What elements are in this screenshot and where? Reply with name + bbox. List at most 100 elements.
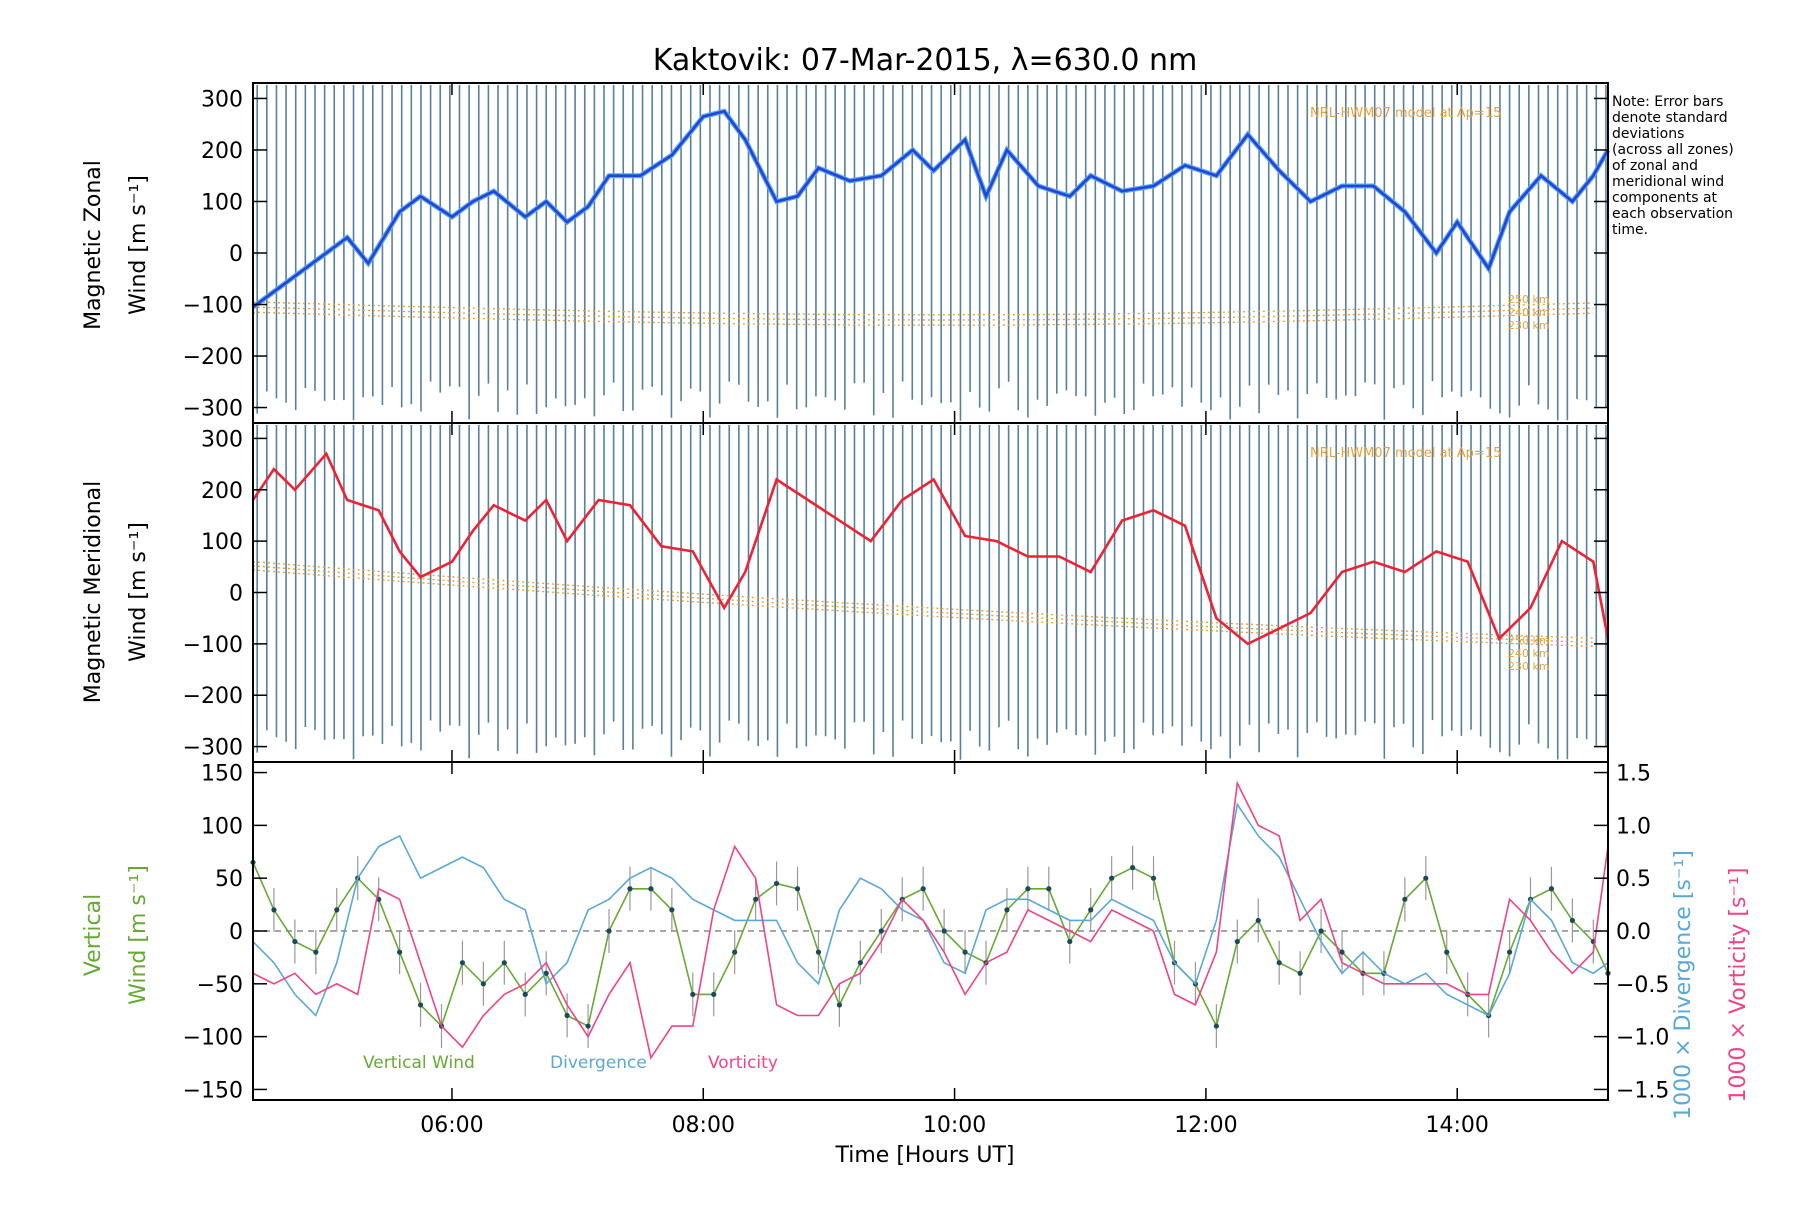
meridional-ylabel-line2: Wind [m s⁻¹]	[126, 522, 151, 662]
legend-divergence: Divergence	[550, 1053, 647, 1073]
y-tick-label: 150	[201, 762, 243, 787]
vertical-wind-point	[1402, 896, 1408, 902]
vertical-ylabel-line1: Vertical	[81, 894, 106, 976]
vertical-wind-point	[627, 886, 633, 892]
svg-text:Note: Error bars: Note: Error bars	[1612, 94, 1723, 110]
vertical-panel: 150 100 50 0 −50 −100 −150 06:00 08:00 10:00 12:00…	[183, 761, 1669, 1138]
vertical-wind-point	[334, 907, 340, 913]
right-tick-label: 0.0	[1616, 920, 1651, 945]
y-tick-label: −100	[183, 1026, 243, 1051]
vertical-wind-point	[396, 949, 403, 955]
vertical-wind-point	[417, 1002, 424, 1008]
vertical-wind-point	[1129, 865, 1136, 871]
meridional-model-alt-1: 250 km	[1508, 634, 1550, 647]
x-tick-label: 12:00	[1174, 1113, 1237, 1138]
vertical-wind-point	[522, 991, 528, 997]
vertical-wind-point	[1297, 970, 1303, 976]
vertical-wind-point	[857, 960, 863, 966]
y-tick-label: −100	[183, 633, 243, 658]
right-tick-label: 0.5	[1616, 867, 1651, 892]
svg-text:meridional wind: meridional wind	[1612, 174, 1724, 190]
y-tick-label: 0	[229, 242, 243, 267]
svg-text:(across all zones): (across all zones)	[1612, 142, 1734, 158]
zonal-model-alt-2: 240 km	[1508, 306, 1550, 319]
vertical-wind-point	[1276, 960, 1282, 966]
vertical-wind-point	[1548, 886, 1555, 892]
vertical-wind-point	[878, 928, 884, 934]
x-tick-label: 08:00	[672, 1113, 735, 1138]
vertical-wind-point	[1088, 907, 1094, 913]
series-line-vertical-wind	[252, 861, 1609, 1029]
vertical-wind-point	[836, 1002, 842, 1008]
svg-text:deviations: deviations	[1612, 126, 1684, 142]
svg-text:denote standard: denote standard	[1612, 110, 1728, 126]
chart-title: Kaktovik: 07-Mar-2015, λ=630.0 nm	[653, 43, 1198, 78]
vertical-wind-point	[1234, 938, 1240, 945]
vertical-wind-point	[753, 896, 759, 902]
zonal-model-alt-1: 250 km	[1508, 293, 1550, 306]
zonal-ylabel-line2: Wind [m s⁻¹]	[126, 175, 151, 315]
right-tick-label: −1.5	[1616, 1078, 1669, 1103]
vertical-wind-point	[1025, 886, 1031, 892]
y-tick-label: 100	[201, 814, 243, 839]
y-tick-label: −300	[183, 736, 243, 761]
vertical-wind-point	[606, 928, 612, 934]
vertical-wind-point	[1506, 949, 1513, 955]
legend-vorticity: Vorticity	[708, 1053, 778, 1073]
series-line-shadow	[251, 108, 1611, 310]
vertical-wind-point	[941, 928, 947, 934]
model-curve	[252, 561, 1594, 639]
vertical-wind-point	[669, 907, 675, 913]
vertical-ylabel-line2: Wind [m s⁻¹]	[126, 865, 151, 1005]
y-tick-label: 300	[201, 427, 243, 452]
vertical-wind-point	[1339, 949, 1345, 955]
series-line-vorticity	[252, 780, 1609, 1060]
model-curve	[252, 569, 1594, 648]
meridional-model-alt-3: 230 km	[1508, 660, 1550, 673]
y-tick-label: 100	[201, 190, 243, 215]
model-curve	[252, 565, 1594, 643]
vertical-wind-point	[271, 907, 277, 913]
vertical-wind-point	[1213, 1023, 1219, 1029]
model-curve	[252, 301, 1594, 316]
vertical-wind-point	[1569, 917, 1575, 924]
error-bar-note: Note: Error bars denote standard deviati…	[1612, 94, 1734, 238]
series-line-zonal	[252, 109, 1610, 309]
meridional-panel: 300 200 100 0 −100 −200 −300	[183, 422, 1610, 763]
zonal-panel: 300 200 100 0 −100 −200 −300	[183, 82, 1611, 424]
series-line-divergence	[252, 802, 1609, 1017]
y-tick-label: −100	[183, 294, 243, 319]
y-tick-label: −150	[183, 1078, 243, 1103]
vertical-wind-point	[292, 938, 298, 945]
meridional-ylabel-line1: Magnetic Meridional	[81, 481, 106, 703]
zonal-model-label: NRL-HWM07 model at Ap=15	[1310, 106, 1501, 121]
vertical-wind-point	[564, 1012, 570, 1019]
vertical-wind-point	[1255, 917, 1261, 924]
zonal-ylabel-line1: Magnetic Zonal	[81, 160, 106, 330]
vertical-wind-point	[773, 880, 780, 887]
plot-frame	[252, 82, 1609, 424]
y-tick-label: 50	[215, 867, 243, 892]
vertical-wind-point	[920, 886, 926, 892]
legend-vertical-wind: Vertical Wind	[363, 1053, 475, 1073]
right-tick-label: −0.5	[1616, 973, 1669, 998]
vertical-wind-point	[732, 949, 738, 955]
series-line-meridional	[251, 451, 1610, 646]
meridional-model-label: NRL-HWM07 model at Ap=15	[1310, 446, 1501, 461]
vertical-wind-point	[585, 1023, 591, 1029]
vertical-wind-point	[313, 949, 319, 955]
y-tick-label: 0	[229, 582, 243, 607]
vertical-wind-point	[543, 970, 549, 976]
vertical-wind-point	[480, 981, 486, 987]
y-tick-label: 0	[229, 920, 243, 945]
vertical-wind-point	[1046, 886, 1052, 892]
vertical-wind-point	[1444, 949, 1450, 955]
vertical-wind-point	[1150, 875, 1157, 881]
zonal-model-alt-3: 230 km	[1508, 319, 1550, 332]
model-curve	[252, 311, 1594, 326]
svg-text:each observation: each observation	[1612, 206, 1733, 222]
y-tick-label: 100	[201, 530, 243, 555]
vertical-wind-point	[1318, 928, 1324, 934]
vertical-wind-point	[1004, 907, 1010, 913]
